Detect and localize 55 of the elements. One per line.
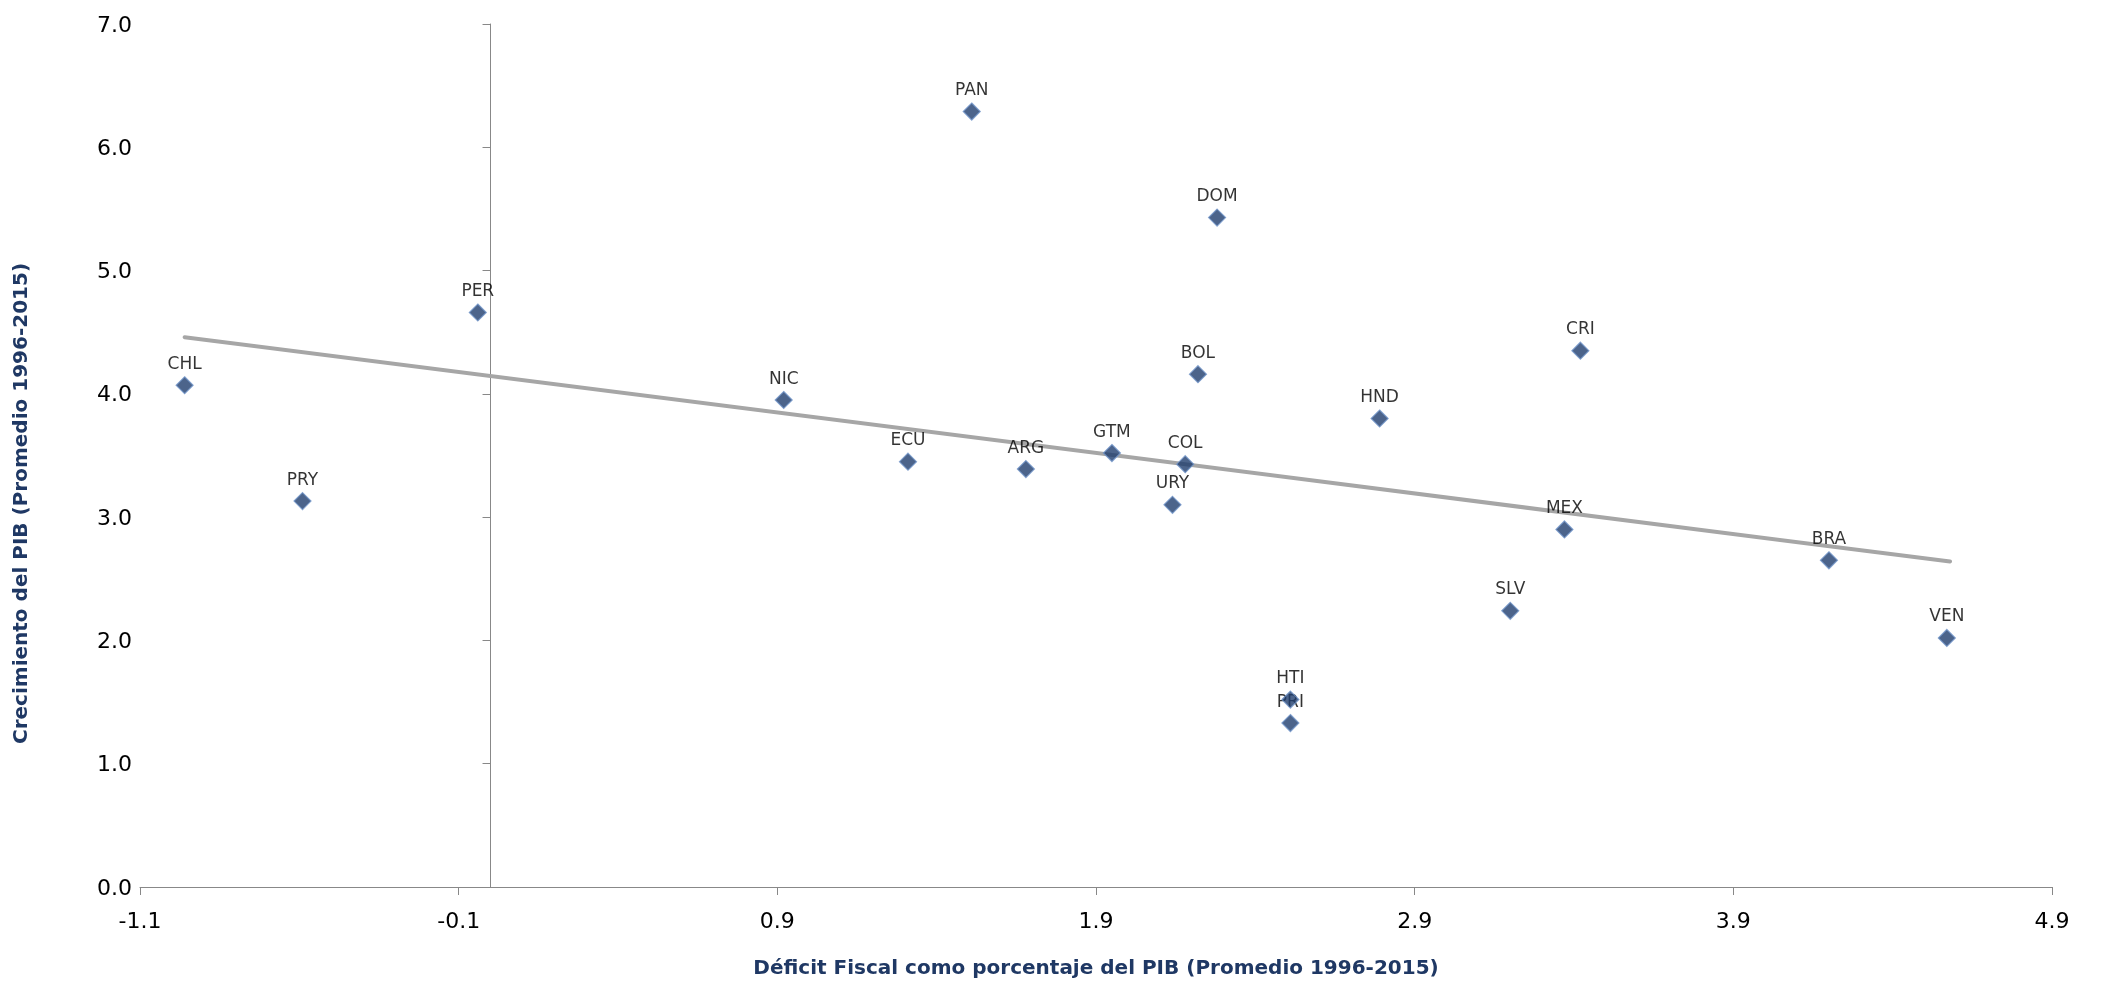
- annotation: SLV: [1495, 578, 1526, 599]
- annotation: PAN: [954, 79, 989, 100]
- x-tick-label: 0.9: [759, 907, 795, 933]
- annotation: ARG: [1007, 436, 1045, 457]
- annotation: PRI: [1276, 690, 1304, 711]
- point: [1819, 551, 1839, 570]
- point: [1163, 495, 1182, 514]
- y-tick-label: 0.0: [97, 874, 132, 900]
- point: [1207, 208, 1227, 227]
- y-tick-label: 3.0: [97, 504, 132, 530]
- annotation: DOM: [1196, 185, 1238, 206]
- annotation: NIC: [768, 367, 799, 388]
- point: [774, 390, 793, 410]
- annotation: CRI: [1566, 318, 1595, 339]
- x-tick-label: 3.9: [1715, 907, 1751, 933]
- point: [1281, 713, 1300, 733]
- point: [1937, 628, 1956, 648]
- annotation: PRY: [286, 468, 319, 489]
- point: [1188, 365, 1208, 384]
- point: [1501, 601, 1520, 620]
- point: [175, 376, 194, 395]
- point: [1176, 455, 1195, 474]
- annotation: MEX: [1545, 496, 1584, 517]
- point: [962, 102, 981, 121]
- y-tick-label: 2.0: [97, 627, 132, 653]
- annotation: ECU: [890, 429, 926, 450]
- annotation: BRA: [1811, 527, 1847, 548]
- x-tick-label: 2.9: [1397, 907, 1433, 933]
- x-tick-label: 4.9: [2034, 907, 2070, 933]
- point: [1102, 443, 1122, 463]
- point: [1555, 520, 1574, 539]
- annotation: HTI: [1276, 667, 1305, 688]
- annotation: HND: [1360, 386, 1399, 407]
- annotation: COL: [1167, 431, 1204, 452]
- annotation: VEN: [1929, 605, 1965, 626]
- annotation: URY: [1155, 472, 1190, 493]
- point: [1370, 409, 1389, 428]
- y-tick-label: 4.0: [97, 381, 132, 407]
- annotation: CHL: [167, 352, 203, 373]
- point: [1016, 459, 1035, 479]
- point: [293, 492, 312, 511]
- x-tick-label: -1.1: [118, 907, 162, 933]
- y-tick-label: 6.0: [97, 134, 132, 160]
- y-tick-label: 7.0: [97, 11, 132, 37]
- annotation: GTM: [1093, 420, 1131, 441]
- x-axis-title: Déficit Fiscal como porcentaje del PIB (Promedio 1996-2015): [753, 955, 1439, 979]
- y-tick-label: 1.0: [97, 751, 132, 777]
- y-tick-label: 5.0: [97, 258, 132, 284]
- point: [1571, 341, 1590, 360]
- x-tick-label: -0.1: [437, 907, 481, 933]
- y-axis-title: Crecimiento del PIB (Promedio 1996-2015): [8, 262, 32, 745]
- x-tick-label: 1.9: [1078, 907, 1114, 933]
- point: [898, 452, 918, 471]
- annotation: BOL: [1180, 341, 1216, 362]
- point: [468, 303, 487, 322]
